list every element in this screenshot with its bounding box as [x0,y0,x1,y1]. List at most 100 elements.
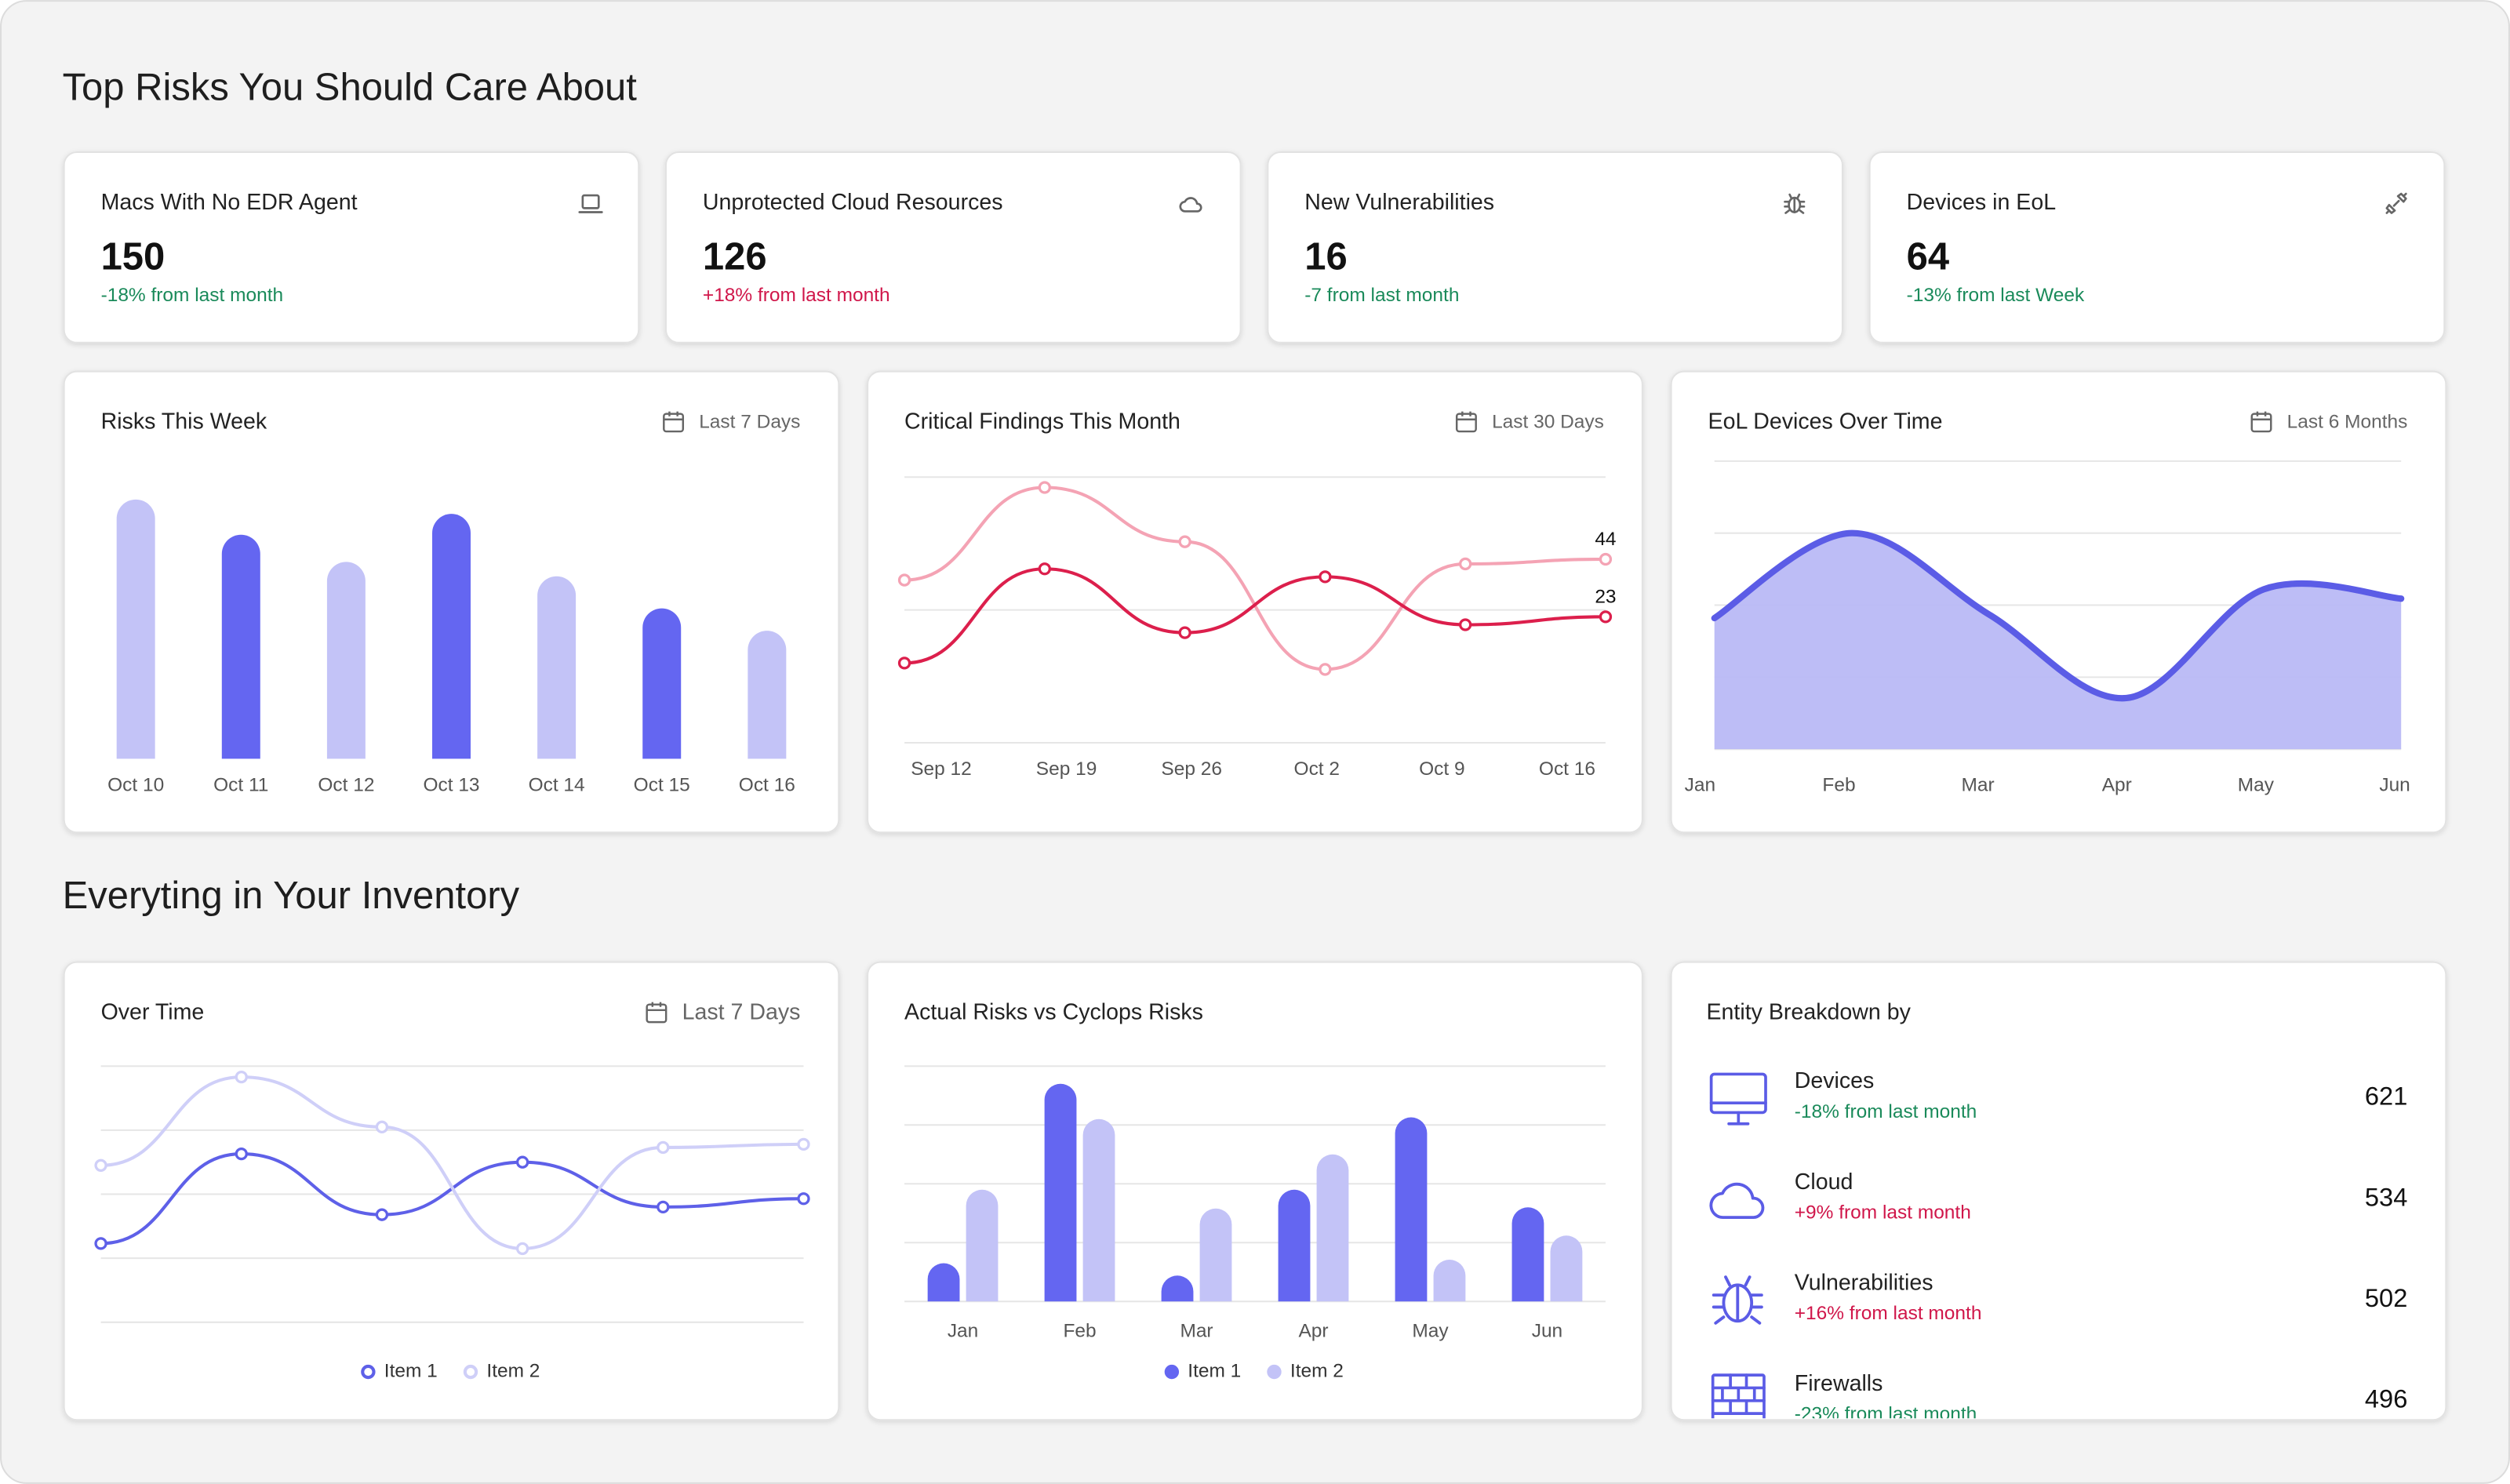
point [1038,562,1051,576]
entity-change: -23% from last month [1795,1404,1977,1425]
point [1599,552,1613,566]
calendar-icon [663,411,685,433]
entity-name: Firewalls [1795,1371,1883,1396]
kpi-change: -18% from last month [101,285,284,306]
calendar-icon [2250,411,2272,433]
kpi-label: New Vulnerabilities [1304,190,1494,215]
x-tick-label: Mar [1180,1321,1213,1342]
calendar-body [2250,413,2272,433]
link-icon [2385,192,2407,214]
card [1670,961,2447,1421]
x-tick-label: Oct 11 [213,775,268,796]
bar [221,534,260,759]
chart-period: Last 30 Days [1492,411,1604,432]
x-tick-label: Jun [2379,775,2410,796]
chart-title: Critical Findings This Month [904,409,1180,434]
bar [1161,1275,1194,1302]
point [375,1208,389,1221]
bar [1511,1207,1544,1302]
bar [116,499,155,759]
x-tick-label: May [2238,775,2275,796]
x-tick-label: Feb [1063,1321,1096,1342]
kpi-label: Unprotected Cloud Resources [703,190,1003,215]
kpi-change: -13% from last Week [1907,285,2085,306]
entity-name: Cloud [1795,1169,1853,1195]
page-title: Top Risks You Should Care About [63,66,638,108]
chart-title: EoL Devices Over Time [1708,409,1943,434]
card [63,151,640,344]
x-tick-label: Oct 10 [107,775,164,796]
card [867,370,1643,834]
calendar-body [1455,413,1477,433]
x-tick-label: Jan [1685,775,1715,796]
entity-value: 621 [2365,1082,2407,1111]
calendar-lines [1457,411,1476,421]
calendar-icon [646,1002,668,1024]
bar [1278,1189,1311,1302]
point [657,1140,670,1155]
card [867,961,1643,1421]
value-label: 44 [1595,529,1616,550]
legend-label: Item 2 [486,1361,540,1382]
kpi-value: 16 [1304,236,1347,278]
kpi-label: Macs With No EDR Agent [101,190,358,215]
bar [1082,1118,1115,1302]
entity-name: Vulnerabilities [1795,1270,1933,1295]
legend-marker [463,1364,478,1380]
chart-period: Last 7 Days [699,411,800,432]
bar [1044,1083,1077,1302]
x-tick-label: Oct 16 [739,775,795,796]
value-label: 23 [1595,586,1616,607]
calendar-body [663,413,685,433]
x-tick-label: Jan [948,1321,978,1342]
bar [1316,1154,1349,1302]
legend-label: Item 1 [384,1361,438,1382]
chart-period: Last 6 Months [2287,411,2408,432]
chart-period: Last 7 Days [682,999,801,1024]
x-tick-label: Oct 13 [423,775,479,796]
point [375,1120,389,1133]
point [1459,618,1472,631]
legend-marker [1267,1364,1282,1380]
point [1178,535,1191,548]
point [1178,626,1191,639]
card [664,151,1242,344]
x-tick-label: Feb [1822,775,1855,796]
cloud-icon [1709,1182,1765,1220]
kpi-value: 126 [703,236,767,278]
point [94,1158,107,1172]
bar [642,608,682,759]
chart-title: Risks This Week [101,409,267,434]
entity-change: +9% from last month [1795,1202,1971,1223]
kpi-change: -7 from last month [1304,285,1459,306]
breakdown-title: Entity Breakdown by [1707,999,1912,1024]
entity-name: Devices [1795,1068,1875,1093]
kpi-change: +18% from last month [703,285,890,306]
bug-icon [1712,1275,1763,1325]
entity-value: 502 [2365,1283,2407,1312]
point [515,1155,529,1169]
x-tick-label: Mar [1962,775,1995,796]
x-tick-label: Apr [2102,775,2132,796]
x-tick-label: Oct 14 [529,775,585,796]
firewall-icon [1711,1373,1766,1419]
cloud-icon [1179,197,1202,213]
bug-icon [1784,193,1806,214]
x-tick-label: May [1412,1321,1449,1342]
entity-value: 534 [2365,1182,2407,1211]
bar [1199,1208,1232,1302]
point [1459,557,1472,571]
calendar-lines [2251,411,2272,421]
entity-change: +16% from last month [1795,1303,1982,1324]
card [1267,151,1843,344]
x-tick-label: Oct 9 [1419,758,1464,780]
legend-label: Item 1 [1188,1361,1241,1382]
x-tick-label: Oct 16 [1539,758,1595,780]
chart-title: Over Time [101,999,205,1024]
calendar-icon [1455,411,1477,433]
x-tick-label: Oct 2 [1294,758,1340,780]
point [1319,570,1332,584]
devices-icon [1709,1072,1767,1126]
